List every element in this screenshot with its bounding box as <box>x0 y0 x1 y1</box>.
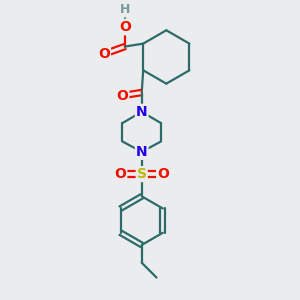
Text: O: O <box>116 88 128 103</box>
Text: N: N <box>136 145 148 159</box>
Text: O: O <box>114 167 126 181</box>
Text: S: S <box>137 167 147 181</box>
Text: O: O <box>119 20 131 34</box>
Text: H: H <box>120 3 130 16</box>
Text: N: N <box>136 105 148 119</box>
Text: O: O <box>157 167 169 181</box>
Text: O: O <box>98 47 110 61</box>
